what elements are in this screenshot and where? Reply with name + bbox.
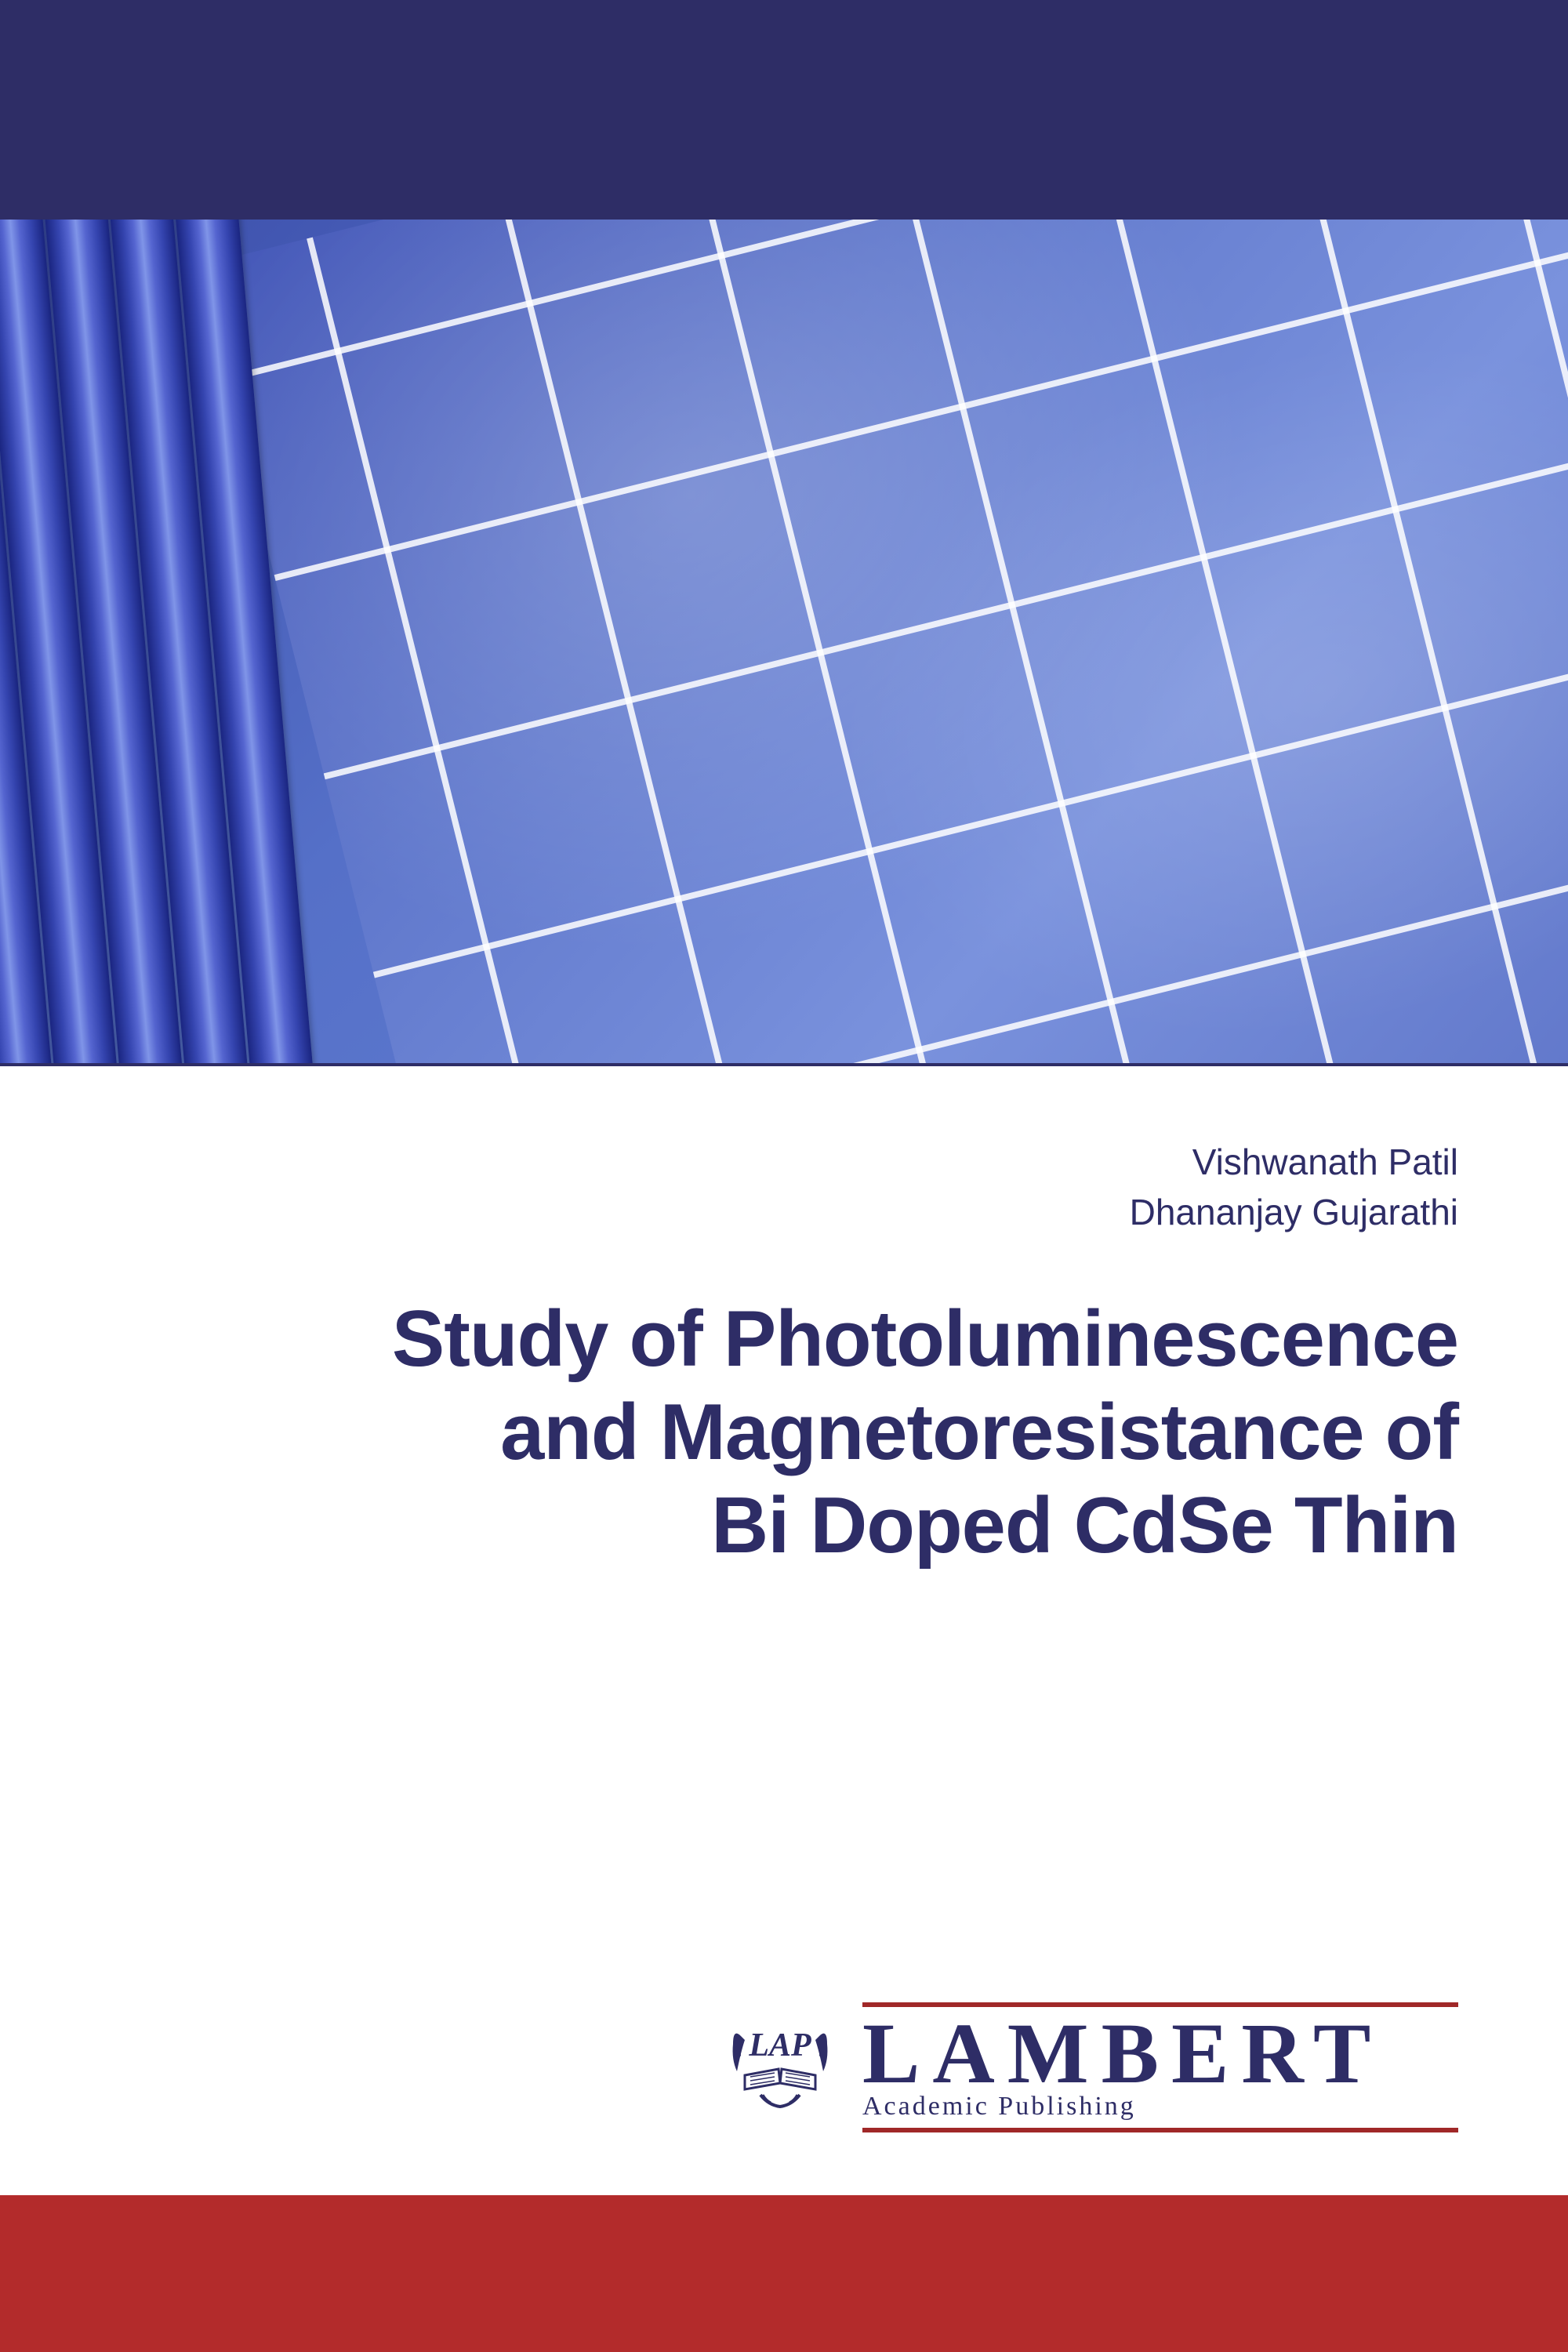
publisher-name: LAMBERT [862, 2010, 1458, 2096]
content-area: Vishwanath Patil Dhananjay Gujarathi Stu… [0, 1066, 1568, 1573]
lap-book-icon: LAP [717, 2013, 843, 2122]
title-line-3: Bi Doped CdSe Thin [110, 1479, 1458, 1573]
top-band [0, 0, 1568, 220]
publisher-text: LAMBERT Academic Publishing [862, 2002, 1458, 2132]
author-2: Dhananjay Gujarathi [110, 1187, 1458, 1237]
bottom-band [0, 2195, 1568, 2352]
title-line-2: and Magnetoresistance of [110, 1386, 1458, 1479]
logo-line-bottom [862, 2128, 1458, 2132]
author-1: Vishwanath Patil [110, 1137, 1458, 1187]
book-title: Study of Photoluminescence and Magnetore… [110, 1293, 1458, 1573]
publisher-subtitle: Academic Publishing [862, 2092, 1458, 2122]
authors: Vishwanath Patil Dhananjay Gujarathi [110, 1137, 1458, 1238]
svg-text:LAP: LAP [748, 2027, 811, 2063]
publisher-logo: LAP LAMBERT Academic Publishing [717, 2002, 1458, 2132]
panel-grid [197, 220, 1568, 1066]
cover-image [0, 220, 1568, 1066]
title-line-1: Study of Photoluminescence [110, 1293, 1458, 1386]
solar-panel [197, 220, 1568, 1066]
